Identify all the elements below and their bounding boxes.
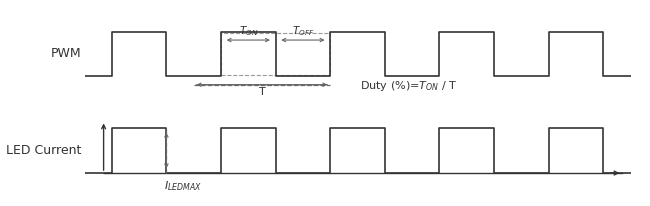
Text: Duty (%)=$T_{ON}$ / T: Duty (%)=$T_{ON}$ / T [360,79,458,93]
Text: $T_{OFF}$: $T_{OFF}$ [292,24,314,38]
Text: $T_{ON}$: $T_{ON}$ [239,24,258,38]
Text: T: T [259,87,265,97]
Text: PWM: PWM [51,47,82,60]
Text: LED Current: LED Current [6,144,82,157]
Text: $I_{LEDMAX}$: $I_{LEDMAX}$ [164,179,202,193]
Bar [221,33,330,75]
